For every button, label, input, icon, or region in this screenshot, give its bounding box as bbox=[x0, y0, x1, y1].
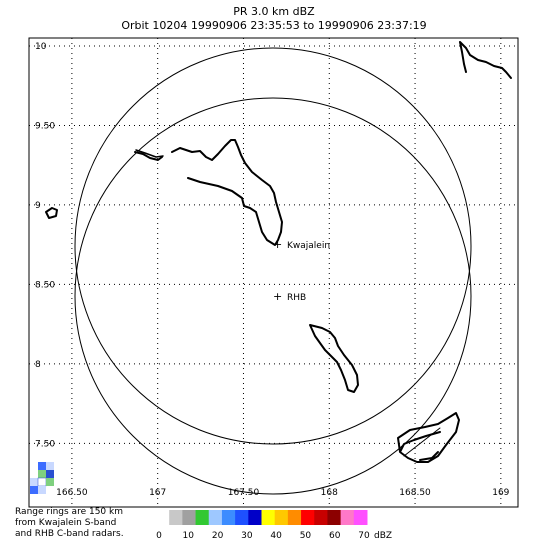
orbit-time-range: Orbit 10204 19990906 23:35:53 to 1999090… bbox=[121, 19, 427, 32]
colorbar-swatch bbox=[221, 510, 236, 525]
lat-tick-label: 8.50 bbox=[35, 280, 55, 290]
range-ring-note-line-1: Range rings are 150 km bbox=[15, 507, 123, 517]
colorbar-tick-label: 30 bbox=[241, 531, 253, 541]
namu-atoll-coastline bbox=[309, 324, 359, 393]
colorbar-swatch bbox=[208, 510, 223, 525]
colorbar-swatch bbox=[274, 510, 289, 525]
colorbar-tick-label: 60 bbox=[329, 531, 341, 541]
colorbar-tick-label: 40 bbox=[270, 531, 282, 541]
latitude-labels: 10 9.50 9 8.50 8 7.50 bbox=[35, 42, 55, 449]
lon-tick-label: 168 bbox=[321, 488, 338, 498]
colorbar-swatch bbox=[248, 510, 262, 525]
colorbar-swatch bbox=[235, 510, 249, 525]
range-ring-note-line-3: and RHB C-band radars. bbox=[15, 529, 124, 539]
lae-atoll-coastline bbox=[45, 207, 58, 219]
map-frame bbox=[28, 37, 519, 508]
colorbar-tick-label: 10 bbox=[183, 531, 195, 541]
map-title: PR 3.0 km dBZ bbox=[233, 5, 315, 18]
colorbar-unit: dBZ bbox=[374, 531, 392, 541]
colorbar-swatch bbox=[314, 510, 328, 525]
colorbar-swatch bbox=[169, 510, 183, 525]
trmm-logo bbox=[30, 462, 54, 494]
colorbar-swatch bbox=[182, 510, 197, 525]
rhb-range-ring bbox=[74, 97, 472, 495]
range-ring-note-line-2: from Kwajalein S-band bbox=[15, 518, 117, 528]
rhb-marker: + bbox=[273, 290, 282, 303]
colorbar-swatch bbox=[327, 510, 342, 525]
rhb-site: + RHB bbox=[273, 290, 306, 303]
dbz-colorbar: 0 10 20 30 40 50 60 70 bbox=[156, 510, 370, 541]
lon-tick-label: 167 bbox=[149, 488, 166, 498]
colorbar-swatch bbox=[287, 510, 302, 525]
colorbar-swatch bbox=[156, 510, 170, 525]
lat-tick-label: 8 bbox=[35, 360, 41, 370]
lat-tick-label: 10 bbox=[35, 42, 47, 52]
coastlines bbox=[45, 41, 512, 463]
kwajalein-label: Kwajalein bbox=[287, 241, 330, 251]
rhb-label: RHB bbox=[287, 293, 306, 303]
lat-tick-label: 9.50 bbox=[35, 121, 55, 131]
kwajalein-atoll-north-shore bbox=[135, 149, 164, 158]
colorbar-tick-label: 0 bbox=[156, 531, 162, 541]
lon-tick-label: 167.50 bbox=[228, 488, 260, 498]
ailinglaplap-crossing-line bbox=[403, 427, 441, 457]
kwajalein-marker: + bbox=[273, 238, 282, 251]
colorbar-swatch bbox=[261, 510, 276, 525]
kwajalein-range-ring bbox=[74, 47, 472, 445]
lon-tick-label: 169 bbox=[492, 488, 509, 498]
colorbar-swatch bbox=[340, 510, 355, 525]
lon-tick-label: 166.50 bbox=[56, 488, 88, 498]
kwajalein-atoll-coastline bbox=[134, 139, 283, 246]
colorbar-tick-label: 50 bbox=[300, 531, 312, 541]
lon-tick-label: 168.50 bbox=[399, 488, 431, 498]
range-ring-note: Range rings are 150 km from Kwajalein S-… bbox=[15, 507, 124, 540]
colorbar-tick-label: 70 bbox=[358, 531, 370, 541]
longitude-labels: 166.50 167 167.50 168 168.50 169 bbox=[56, 488, 510, 498]
colorbar-swatch bbox=[353, 510, 368, 525]
lat-tick-label: 9 bbox=[35, 201, 41, 211]
kwajalein-site: + Kwajalein bbox=[273, 238, 330, 251]
colorbar-swatch bbox=[195, 510, 210, 525]
wotho-atoll-coastline bbox=[459, 41, 512, 79]
colorbar-swatch bbox=[301, 510, 315, 525]
colorbar-tick-label: 20 bbox=[212, 531, 224, 541]
lat-tick-label: 7.50 bbox=[35, 439, 55, 449]
